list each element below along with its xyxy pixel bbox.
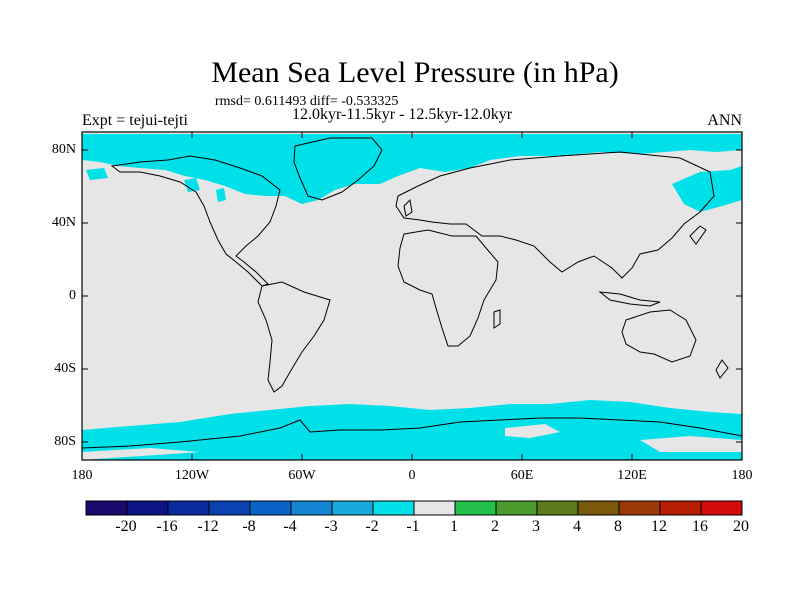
coast-antarctica bbox=[81, 417, 743, 449]
cb-label-m20: -20 bbox=[115, 518, 137, 535]
colorbar-box-3 bbox=[208, 500, 251, 516]
anomaly-regions bbox=[82, 134, 742, 460]
colorbar-box-2 bbox=[167, 500, 210, 516]
map-title: Mean Sea Level Pressure (in hPa) bbox=[211, 56, 619, 89]
grey-patch-2 bbox=[505, 424, 560, 438]
coast-eurasia bbox=[395, 151, 715, 279]
coast-indonesia bbox=[598, 291, 661, 307]
colorbar-box-11 bbox=[536, 500, 579, 516]
lat-label-80s: 80S bbox=[54, 434, 76, 449]
cb-label-m3: -3 bbox=[324, 518, 338, 535]
grey-patch-1 bbox=[82, 448, 200, 460]
coastlines bbox=[81, 137, 743, 449]
colorbar-box-6 bbox=[331, 500, 374, 516]
anomaly-npac-1 bbox=[86, 168, 108, 180]
southern-grey-patches bbox=[82, 424, 742, 460]
coast-africa bbox=[397, 229, 499, 347]
lon-label-0: 0 bbox=[408, 468, 416, 483]
lon-label-120e: 120E bbox=[617, 468, 647, 483]
lat-label-80n: 80N bbox=[51, 142, 76, 157]
coast-australia bbox=[621, 309, 697, 363]
colorbar-box-0 bbox=[85, 500, 128, 516]
colorbar-box-7 bbox=[372, 500, 415, 516]
lon-ticks bbox=[191, 132, 633, 460]
cb-label-20: 20 bbox=[733, 518, 749, 535]
anomaly-southern-ocean bbox=[82, 400, 742, 460]
coast-south-america bbox=[257, 281, 331, 393]
colorbar-box-12 bbox=[577, 500, 620, 516]
stats-line: rmsd= 0.611493 diff= -0.533325 bbox=[215, 94, 399, 109]
lon-label-60w: 60W bbox=[288, 468, 316, 483]
cb-label-m12: -12 bbox=[197, 518, 219, 535]
period-label: 12.0kyr-11.5kyr - 12.5kyr-12.0kyr bbox=[292, 106, 513, 123]
cb-label-8: 8 bbox=[614, 518, 622, 535]
lon-label-120w: 120W bbox=[174, 468, 210, 483]
coast-new-zealand bbox=[715, 359, 729, 379]
cb-label-m2: -2 bbox=[365, 518, 379, 535]
cb-label-2: 2 bbox=[491, 518, 499, 535]
cb-label-m1: -1 bbox=[406, 518, 420, 535]
coast-uk bbox=[403, 198, 413, 217]
colorbar bbox=[85, 500, 743, 516]
cb-label-1: 1 bbox=[450, 518, 458, 535]
colorbar-box-14 bbox=[659, 500, 702, 516]
lat-label-40s: 40S bbox=[54, 361, 76, 376]
lat-label-40n: 40N bbox=[51, 215, 76, 230]
lon-label-60e: 60E bbox=[510, 468, 534, 483]
colorbar-box-4 bbox=[249, 500, 292, 516]
colorbar-box-1 bbox=[126, 500, 169, 516]
cb-label-m16: -16 bbox=[156, 518, 178, 535]
grey-patch-3 bbox=[640, 436, 742, 452]
anomaly-nw-pacific bbox=[672, 166, 742, 212]
lon-label-180w: 180 bbox=[71, 468, 93, 483]
cb-label-4: 4 bbox=[573, 518, 581, 535]
colorbar-box-15 bbox=[700, 500, 743, 516]
lat-label-eq: 0 bbox=[69, 288, 76, 303]
colorbar-box-8 bbox=[413, 500, 456, 516]
colorbar-box-5 bbox=[290, 500, 333, 516]
coast-japan bbox=[689, 225, 707, 245]
cb-label-m8: -8 bbox=[242, 518, 256, 535]
lon-label-180e: 180 bbox=[731, 468, 753, 483]
cb-label-16: 16 bbox=[692, 518, 708, 535]
lat-ticks bbox=[82, 149, 742, 443]
colorbar-box-9 bbox=[454, 500, 497, 516]
colorbar-box-13 bbox=[618, 500, 661, 516]
colorbar-box-10 bbox=[495, 500, 538, 516]
experiment-label: Expt = tejui-tejti bbox=[82, 112, 188, 129]
coast-madagascar bbox=[493, 309, 501, 329]
cb-label-m4: -4 bbox=[283, 518, 297, 535]
anomaly-npac-3 bbox=[216, 188, 226, 202]
coast-greenland bbox=[293, 137, 383, 201]
coast-north-america bbox=[110, 155, 281, 287]
season-label: ANN bbox=[707, 112, 742, 129]
cb-label-12: 12 bbox=[651, 518, 667, 535]
cb-label-3: 3 bbox=[532, 518, 540, 535]
anomaly-arctic bbox=[82, 134, 742, 204]
anomaly-npac-2 bbox=[184, 178, 200, 192]
